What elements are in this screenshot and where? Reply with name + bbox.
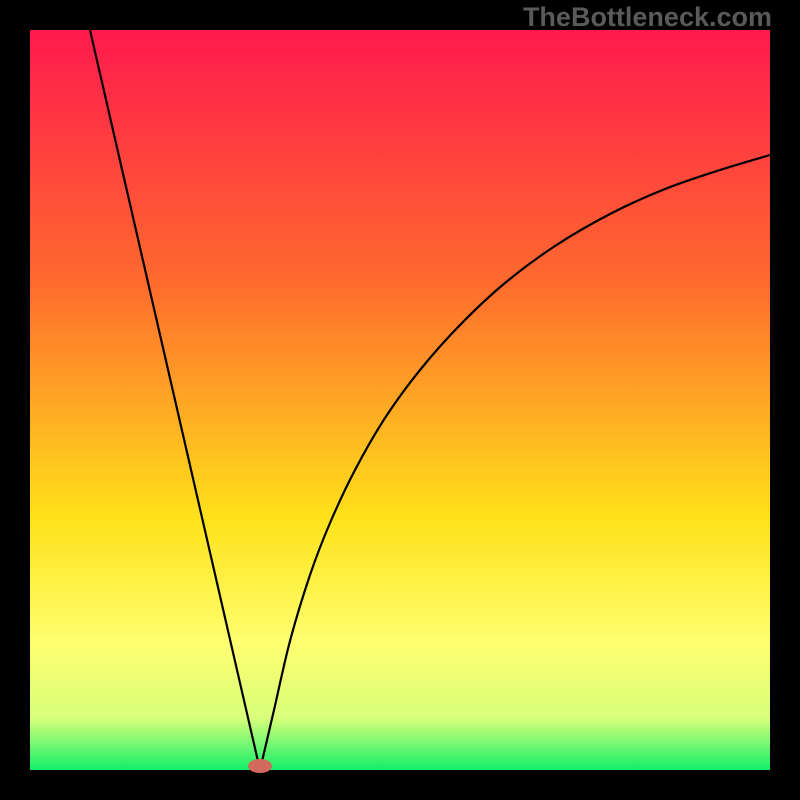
watermark-text: TheBottleneck.com [523, 2, 772, 33]
bottleneck-curve [0, 0, 800, 800]
chart-canvas: TheBottleneck.com [0, 0, 800, 800]
curve-right-branch [260, 155, 770, 770]
vertex-marker [248, 759, 272, 773]
curve-left-branch [90, 30, 260, 770]
